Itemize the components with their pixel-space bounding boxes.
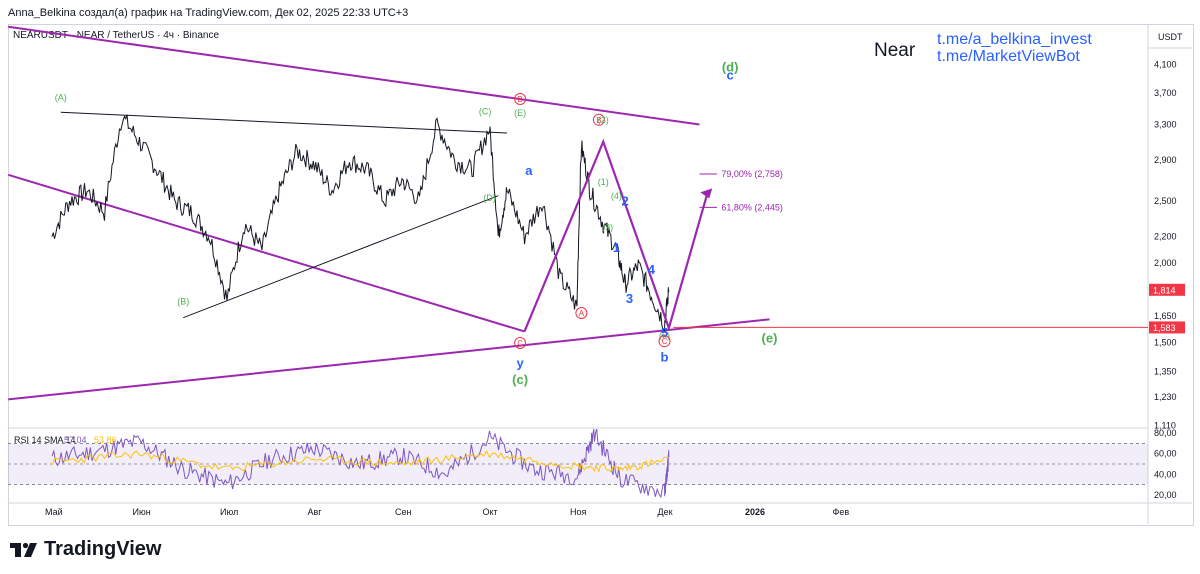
wave-label: a [525, 163, 533, 178]
trendline[interactable] [8, 25, 700, 126]
price-tick-label: 4,100 [1154, 60, 1177, 70]
wave-label-circle [592, 113, 605, 126]
time-tick-label: Май [45, 507, 63, 517]
price-badge [1149, 283, 1185, 296]
wave-label: (C) [479, 107, 492, 117]
price-line[interactable] [51, 114, 670, 333]
rsi-value: 57,04 [64, 435, 87, 445]
wave-label: 4 [648, 262, 656, 277]
wave-label: A [579, 309, 585, 318]
price-tick-label: 1,110 [1154, 420, 1176, 430]
trendline[interactable] [7, 173, 525, 333]
axis-currency-label: USDT [1158, 32, 1183, 42]
price-badge [1149, 321, 1185, 334]
price-tick-label: 2,200 [1154, 232, 1177, 242]
chart-title: Near [874, 40, 916, 61]
wave-label: (c) [512, 372, 528, 387]
wave-label: C [517, 339, 523, 348]
price-tick-label: 2,000 [1154, 258, 1177, 268]
wave-label-circle [658, 335, 671, 348]
price-tick-label: 3,300 [1154, 119, 1177, 129]
price-tick-label: 3,700 [1154, 88, 1177, 98]
rsi-tick-label: 20,00 [1154, 490, 1177, 500]
wave-label: (B) [177, 297, 189, 307]
time-tick-label: Авг [308, 507, 323, 517]
wave-label: 1 [613, 240, 620, 255]
rsi-line[interactable] [51, 428, 670, 499]
price-tick-label: 1,350 [1154, 366, 1177, 376]
time-tick-label: Фев [833, 507, 850, 517]
trendline[interactable] [183, 195, 499, 319]
time-tick-label: Июл [220, 507, 238, 517]
wave-label: (A) [55, 92, 67, 102]
time-tick-label: 2026 [745, 507, 765, 517]
rsi-ma-value: 53,86 [94, 435, 117, 445]
wave-label: (4) [611, 191, 622, 201]
wave-label: (3) [602, 222, 613, 232]
wave-label-circle [514, 92, 527, 105]
price-tick-label: 1,230 [1154, 392, 1177, 402]
price-tick-label: 1,650 [1154, 311, 1177, 321]
time-tick-label: Сен [395, 507, 412, 517]
wave-label: (d) [722, 59, 739, 74]
chart-attribution: Anna_Belkina создал(а) график на Trading… [8, 7, 409, 19]
price-badge-label: 1,814 [1153, 285, 1176, 295]
projection-arrowhead [700, 188, 713, 199]
telegram-link-2[interactable]: t.me/MarketViewBot [937, 48, 1080, 65]
rsi-tick-label: 80,00 [1154, 428, 1177, 438]
wave-label: (D) [483, 193, 496, 203]
wave-label: 2 [622, 194, 629, 209]
price-tick-label: 1,500 [1154, 337, 1177, 347]
telegram-links: t.me/a_belkina_invest t.me/MarketViewBot [937, 31, 1092, 65]
time-tick-label: Дек [658, 507, 673, 517]
wave-label: (E) [514, 108, 526, 118]
symbol-line[interactable]: NEARUSDT · NEAR / TetherUS · 4ч · Binanc… [13, 30, 220, 41]
wave-label: B [596, 116, 601, 125]
price-badge-label: 1,583 [1153, 323, 1176, 333]
wave-label: c [727, 68, 734, 83]
wave-label-circle [575, 306, 588, 319]
tradingview-logo-text: TradingView [44, 538, 162, 560]
time-tick-label: Ноя [570, 507, 587, 517]
wave-label: y [517, 355, 525, 370]
rsi-legend: RSI 14 SMA 14 [14, 435, 76, 445]
wave-label-circle [514, 337, 527, 350]
wave-label: C [662, 337, 668, 346]
trendline[interactable] [60, 111, 508, 134]
wave-label: (2) [598, 115, 609, 125]
wave-label: 5 [661, 325, 668, 340]
chart-frame [8, 24, 1194, 526]
tradingview-logo-icon [10, 542, 37, 557]
time-tick-label: Июн [133, 507, 151, 517]
wave-projection-path[interactable] [523, 138, 710, 332]
time-tick-label: Окт [483, 507, 498, 517]
price-tick-label: 2,500 [1154, 196, 1177, 206]
wave-label: B [517, 95, 522, 104]
rsi-tick-label: 40,00 [1154, 469, 1177, 479]
trendline[interactable] [8, 318, 770, 401]
tradingview-logo[interactable]: TradingView [10, 538, 161, 561]
wave-label: (1) [598, 177, 609, 187]
telegram-link-1[interactable]: t.me/a_belkina_invest [937, 31, 1092, 48]
wave-label: b [661, 349, 669, 364]
wave-label: 3 [626, 291, 633, 306]
price-tick-label: 2,900 [1154, 155, 1177, 165]
wave-label: (e) [762, 330, 778, 345]
fib-level-label: 61,80% (2,445) [721, 202, 783, 212]
fib-level-label: 79,00% (2,758) [721, 169, 783, 179]
rsi-ma-line[interactable] [51, 450, 668, 474]
rsi-tick-label: 60,00 [1154, 449, 1177, 459]
